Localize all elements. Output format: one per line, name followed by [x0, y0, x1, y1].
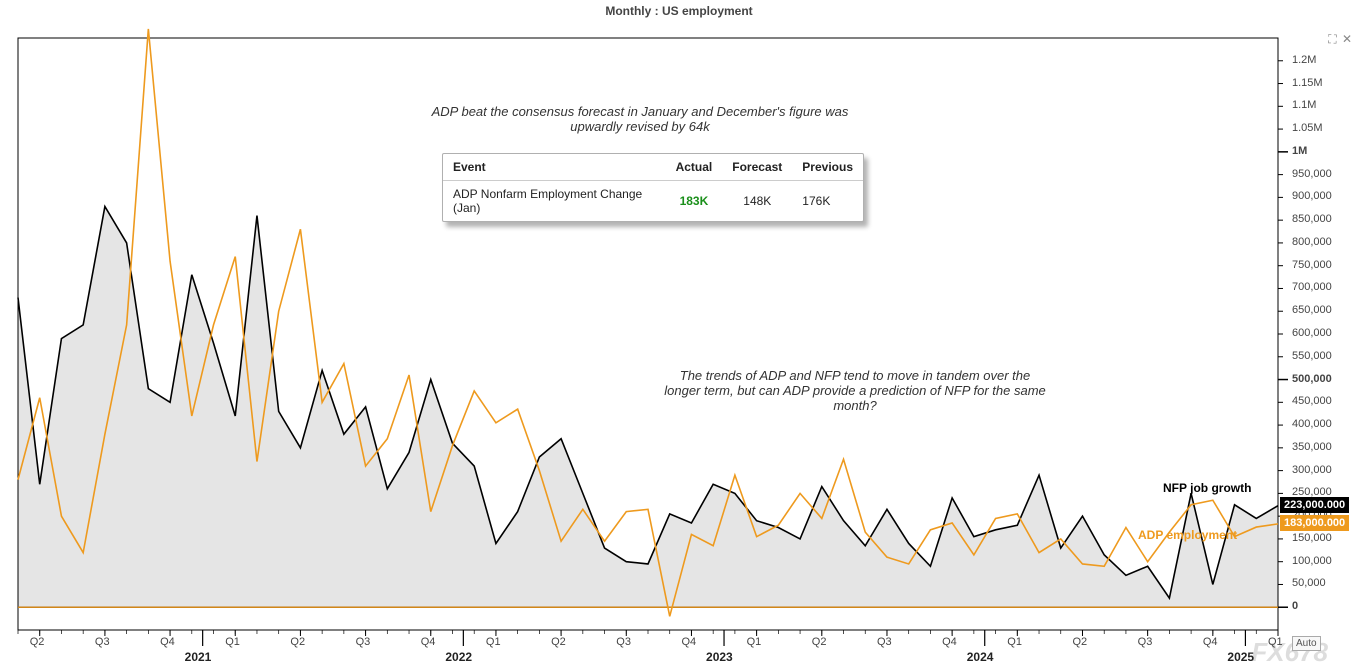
chart-title: Monthly : US employment	[0, 0, 1358, 18]
y-tick-label: 1M	[1292, 145, 1352, 157]
x-quarter-label: Q3	[877, 636, 892, 648]
y-tick-label: 350,000	[1292, 441, 1352, 453]
col-previous: Previous	[792, 154, 863, 181]
y-tick-label: 600,000	[1292, 327, 1352, 339]
x-quarter-label: Q4	[1203, 636, 1218, 648]
y-tick-label: 800,000	[1292, 236, 1352, 248]
x-quarter-label: Q1	[1007, 636, 1022, 648]
x-quarter-label: Q1	[747, 636, 762, 648]
y-tick-label: 0	[1292, 600, 1352, 612]
col-actual: Actual	[666, 154, 723, 181]
x-quarter-label: Q1	[1268, 636, 1283, 648]
x-quarter-label: Q2	[812, 636, 827, 648]
y-tick-label: 850,000	[1292, 213, 1352, 225]
x-year-label: 2024	[967, 650, 994, 664]
event-actual: 183K	[666, 181, 723, 222]
y-tick-label: 400,000	[1292, 418, 1352, 430]
x-year-label: 2025	[1227, 650, 1254, 664]
x-quarter-label: Q2	[1072, 636, 1087, 648]
y-tick-label: 300,000	[1292, 464, 1352, 476]
x-quarter-label: Q4	[942, 636, 957, 648]
x-quarter-label: Q3	[616, 636, 631, 648]
y-tick-label: 700,000	[1292, 281, 1352, 293]
y-tick-label: 50,000	[1292, 577, 1352, 589]
y-tick-label: 1.1M	[1292, 99, 1352, 111]
x-quarter-label: Q2	[551, 636, 566, 648]
x-quarter-label: Q1	[486, 636, 501, 648]
event-name: ADP Nonfarm Employment Change (Jan)	[443, 181, 666, 222]
y-tick-label: 1.05M	[1292, 122, 1352, 134]
close-icon[interactable]: ✕	[1342, 32, 1352, 46]
x-quarter-label: Q4	[681, 636, 696, 648]
x-quarter-label: Q2	[30, 636, 45, 648]
nfp-label: NFP job growth	[1163, 481, 1251, 495]
adp-value-tag: 183,000.000	[1280, 515, 1349, 531]
col-forecast: Forecast	[722, 154, 792, 181]
y-tick-label: 1.2M	[1292, 54, 1352, 66]
x-quarter-label: Q2	[290, 636, 305, 648]
fullscreen-icon[interactable]: ⛶	[1328, 32, 1336, 46]
chart-area: ADP beat the consensus forecast in Janua…	[0, 18, 1358, 670]
adp-label: ADP employment	[1138, 528, 1237, 542]
annotation-mid: The trends of ADP and NFP tend to move i…	[660, 368, 1050, 413]
x-quarter-label: Q3	[356, 636, 371, 648]
x-quarter-label: Q3	[1138, 636, 1153, 648]
y-tick-label: 450,000	[1292, 395, 1352, 407]
x-year-label: 2022	[445, 650, 472, 664]
y-tick-label: 500,000	[1292, 373, 1352, 385]
auto-button[interactable]: Auto	[1292, 636, 1321, 651]
y-tick-label: 900,000	[1292, 190, 1352, 202]
x-quarter-label: Q4	[160, 636, 175, 648]
y-tick-label: 650,000	[1292, 304, 1352, 316]
y-tick-label: 1.15M	[1292, 77, 1352, 89]
y-tick-label: 150,000	[1292, 532, 1352, 544]
y-tick-label: 100,000	[1292, 555, 1352, 567]
x-quarter-label: Q3	[95, 636, 110, 648]
event-infobox: Event Actual Forecast Previous ADP Nonfa…	[442, 153, 864, 222]
x-quarter-label: Q1	[225, 636, 240, 648]
x-quarter-label: Q4	[421, 636, 436, 648]
col-event: Event	[443, 154, 666, 181]
annotation-top: ADP beat the consensus forecast in Janua…	[430, 104, 850, 134]
corner-icons: ⛶ ✕	[1326, 32, 1352, 47]
event-previous: 176K	[802, 194, 830, 208]
event-forecast: 148K	[722, 181, 792, 222]
y-tick-label: 550,000	[1292, 350, 1352, 362]
x-year-label: 2021	[185, 650, 212, 664]
y-tick-label: 950,000	[1292, 168, 1352, 180]
y-tick-label: 750,000	[1292, 259, 1352, 271]
nfp-value-tag: 223,000.000	[1280, 497, 1349, 513]
x-year-label: 2023	[706, 650, 733, 664]
